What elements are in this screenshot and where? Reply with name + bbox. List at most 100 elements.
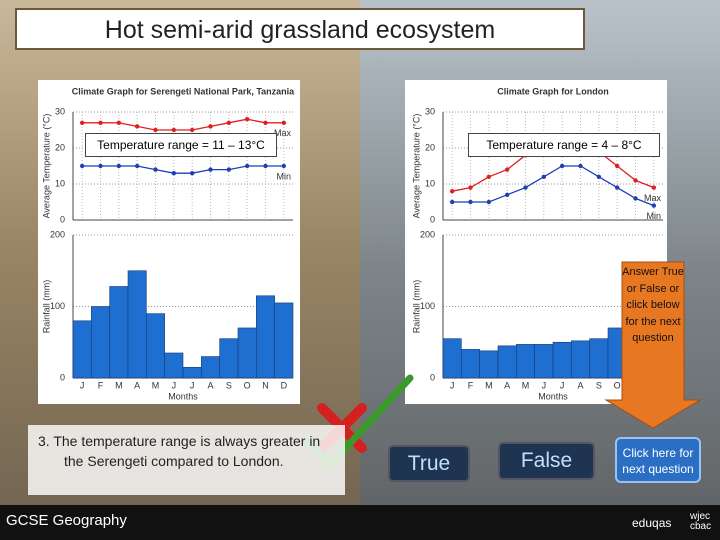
point: [226, 167, 232, 172]
y-tick-label: 200: [50, 229, 65, 239]
callout-arrow: [604, 261, 702, 429]
point: [449, 199, 455, 205]
point: [651, 203, 657, 208]
callout-text: Answer True or False or click below for …: [622, 266, 684, 344]
question: 3. The temperature range is always great…: [28, 425, 345, 495]
y-axis-label: Rainfall (mm): [411, 280, 421, 334]
x-tick-label: F: [98, 380, 104, 390]
bar: [552, 341, 572, 379]
point: [189, 171, 195, 176]
x-tick-label: D: [281, 380, 288, 390]
point: [614, 163, 620, 169]
point: [486, 199, 492, 205]
point: [79, 120, 85, 126]
slide-title: Hot semi-arid grassland ecosystem: [15, 8, 585, 50]
point: [171, 127, 177, 133]
charts: Climate Graph for Serengeti National Par…: [41, 86, 664, 401]
point: [633, 178, 638, 183]
point: [116, 163, 122, 169]
x-tick-label: A: [134, 380, 140, 390]
x-tick-label: M: [522, 380, 530, 390]
bar: [571, 340, 590, 379]
x-tick-label: J: [172, 380, 177, 390]
point: [171, 171, 177, 176]
x-tick-label: J: [560, 380, 565, 390]
y-axis-label: Rainfall (mm): [41, 280, 51, 334]
bar: [127, 270, 147, 379]
x-tick-label: A: [504, 380, 510, 390]
chart-title: Climate Graph for London: [497, 86, 609, 96]
next-button[interactable]: Click here for next question: [615, 437, 701, 483]
bar: [589, 338, 609, 379]
bar: [274, 302, 294, 379]
x-tick-label: M: [152, 380, 160, 390]
point: [468, 185, 473, 190]
point: [449, 189, 455, 194]
bar: [461, 349, 480, 379]
footer-bar: [0, 505, 720, 540]
point: [614, 185, 620, 190]
y-tick-label: 100: [420, 301, 435, 311]
point: [633, 196, 638, 201]
x-axis-label: Months: [538, 391, 568, 401]
point: [189, 127, 195, 133]
point: [559, 163, 565, 169]
y-tick-label: 200: [420, 229, 435, 239]
point: [153, 127, 158, 133]
false-button[interactable]: False: [498, 442, 595, 480]
point: [468, 199, 473, 205]
x-tick-label: M: [115, 380, 123, 390]
point: [596, 174, 602, 179]
x-tick-label: F: [468, 380, 474, 390]
bar: [442, 338, 462, 379]
line: [82, 165, 284, 174]
y-tick-label: 20: [55, 142, 65, 152]
series-label: Min: [276, 171, 291, 181]
x-tick-label: O: [614, 380, 621, 390]
point: [98, 120, 103, 126]
series-label: Max: [644, 193, 662, 203]
point: [134, 163, 140, 169]
x-tick-label: J: [450, 380, 455, 390]
point: [244, 117, 250, 122]
x-tick-label: S: [596, 380, 602, 390]
x-tick-label: J: [80, 380, 85, 390]
y-tick-label: 30: [425, 106, 435, 116]
point: [504, 167, 510, 172]
y-axis-label: Average Temperature (°C): [411, 114, 421, 219]
bar: [182, 366, 202, 379]
bar: [479, 350, 499, 379]
line: [452, 165, 655, 207]
point: [263, 120, 268, 126]
point: [98, 163, 103, 169]
bar: [91, 306, 110, 379]
point: [226, 120, 232, 126]
true-button[interactable]: True: [388, 445, 470, 482]
bar: [72, 320, 92, 379]
bar: [164, 352, 184, 379]
annotation: Temperature range = 4 – 8°C: [468, 133, 660, 157]
y-tick-label: 0: [60, 372, 65, 382]
x-tick-label: A: [577, 380, 583, 390]
point: [263, 163, 268, 169]
bar: [146, 313, 165, 379]
bar: [256, 295, 275, 379]
y-tick-label: 30: [55, 106, 65, 116]
y-tick-label: 10: [55, 178, 65, 188]
footer-label: GCSE Geography: [6, 512, 127, 529]
y-tick-label: 0: [430, 372, 435, 382]
point: [281, 163, 287, 169]
x-tick-label: N: [262, 380, 269, 390]
point: [541, 174, 547, 179]
point: [578, 163, 583, 169]
x-tick-label: J: [542, 380, 547, 390]
line: [82, 118, 284, 131]
point: [116, 120, 122, 126]
y-tick-label: 20: [425, 142, 435, 152]
bar: [219, 338, 239, 379]
y-axis-label: Average Temperature (°C): [41, 114, 51, 219]
point: [651, 185, 657, 190]
point: [281, 120, 287, 126]
point: [486, 174, 492, 179]
